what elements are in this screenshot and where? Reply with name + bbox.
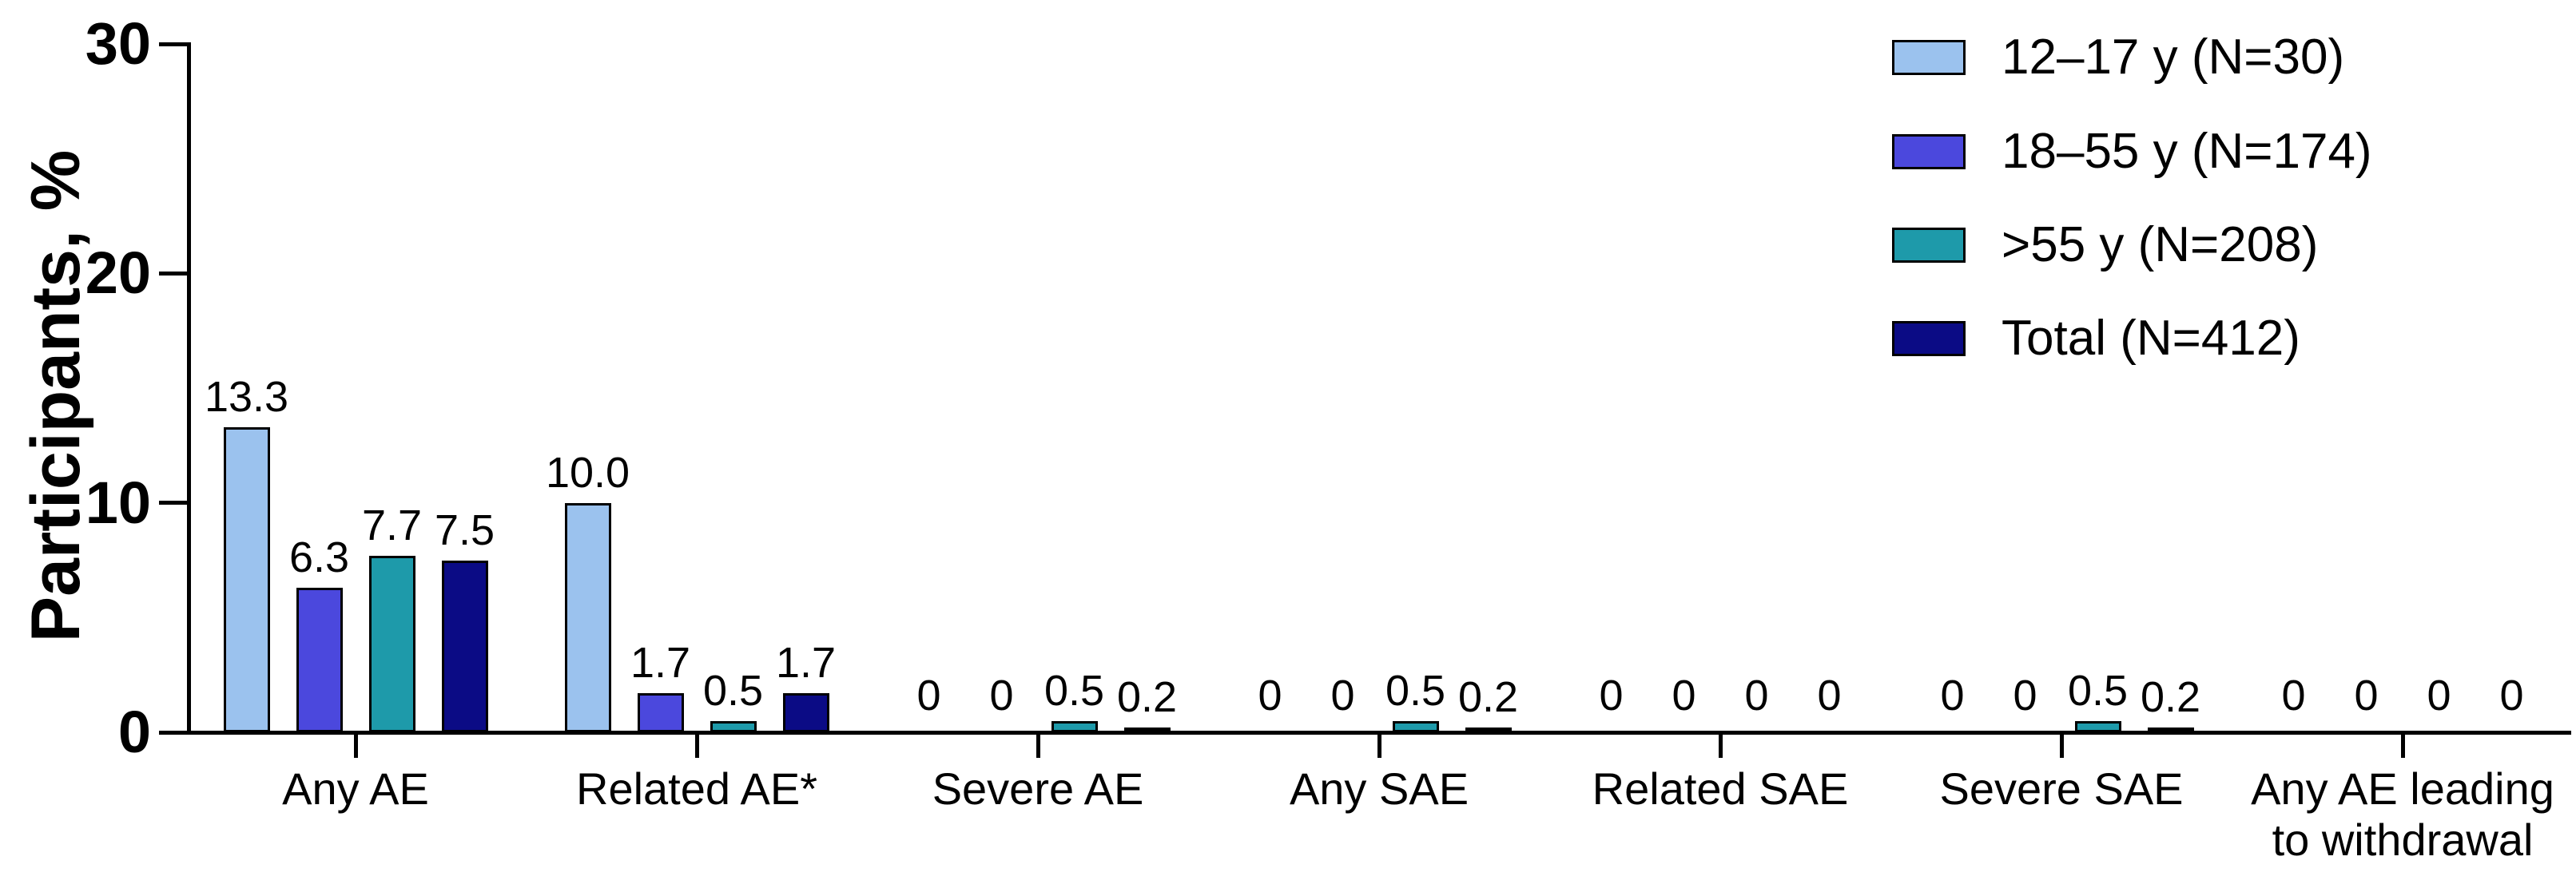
bar [1465, 728, 1512, 732]
y-axis-line [187, 42, 191, 734]
bar [1123, 728, 1171, 732]
bar-value-label: 0 [2499, 672, 2524, 720]
bar-value-label: 0.2 [1116, 673, 1178, 721]
bar [368, 555, 415, 732]
legend-label: 18–55 y (N=174) [2002, 124, 2372, 179]
bar-value-label: 10.0 [545, 448, 630, 497]
bar-value-label: 0 [1599, 672, 1624, 720]
x-tick-mark [1036, 732, 1040, 758]
y-tick-mark [159, 271, 189, 276]
bar-value-label: 0.5 [1044, 666, 1105, 715]
bar-value-label: 6.3 [288, 533, 350, 581]
bar [2147, 728, 2194, 732]
bar-value-label: 7.7 [361, 501, 423, 549]
bar-value-label: 0.5 [1385, 666, 1446, 715]
bar [710, 720, 757, 732]
bar-value-label: 7.5 [434, 505, 495, 554]
x-axis-category-label: Severe AE [932, 763, 1144, 814]
bar-value-label: 0 [916, 672, 941, 720]
x-axis-category-label: Related SAE [1592, 763, 1849, 814]
y-tick-mark [159, 730, 189, 735]
y-tick-mark [159, 501, 189, 505]
x-axis-category-label: Any SAE [1289, 763, 1469, 814]
y-tick-label: 0 [117, 699, 151, 765]
bar-value-label: 0 [2013, 672, 2037, 720]
bar [564, 502, 611, 732]
x-axis-category-label: Related AE* [576, 763, 817, 814]
x-tick-mark [2059, 732, 2064, 758]
bar-value-label: 0.2 [1457, 673, 1519, 721]
bar-value-label: 0 [989, 672, 1014, 720]
bar-value-label: 0 [1330, 672, 1355, 720]
bar [441, 560, 488, 732]
bar-value-label: 0 [1672, 672, 1696, 720]
bar-value-label: 0 [2281, 672, 2306, 720]
legend-label: 12–17 y (N=30) [2002, 30, 2345, 85]
legend-label: >55 y (N=208) [2002, 217, 2319, 272]
x-tick-mark [2400, 732, 2405, 758]
x-axis-category-label: Any AE [282, 763, 429, 814]
y-tick-label: 20 [85, 240, 151, 307]
y-tick-label: 30 [85, 10, 151, 77]
bar-value-label: 0.2 [2140, 673, 2201, 721]
y-tick-mark [159, 42, 189, 46]
x-axis-category-label: Any AE leading to withdrawal [2251, 763, 2554, 865]
bar-value-label: 1.7 [775, 639, 837, 688]
bar-value-label: 0 [2427, 672, 2451, 720]
bar [1051, 720, 1098, 732]
bar [782, 693, 829, 732]
y-tick-label: 10 [85, 469, 151, 536]
bar [1392, 720, 1439, 732]
bar-value-label: 0 [1940, 672, 1965, 720]
y-axis-title: Participants, % [17, 149, 94, 643]
bar-value-label: 0 [1258, 672, 1282, 720]
legend-swatch [1892, 321, 1966, 356]
bar-value-label: 1.7 [630, 639, 691, 688]
bar-value-label: 0.5 [702, 666, 764, 715]
bar-value-label: 0 [1744, 672, 1769, 720]
bar-value-label: 0 [1817, 672, 1842, 720]
x-tick-mark [1718, 732, 1723, 758]
x-tick-mark [1377, 732, 1381, 758]
x-tick-mark [694, 732, 699, 758]
x-tick-mark [353, 732, 358, 758]
bar [223, 426, 270, 732]
bar [2074, 720, 2121, 732]
legend-swatch [1892, 40, 1966, 75]
bar-value-label: 0 [2354, 672, 2379, 720]
bar-value-label: 0.5 [2067, 666, 2129, 715]
legend-label: Total (N=412) [2002, 311, 2300, 366]
legend-swatch [1892, 228, 1966, 263]
x-axis-category-label: Severe SAE [1939, 763, 2184, 814]
bar [637, 693, 684, 732]
bar-value-label: 13.3 [204, 372, 289, 421]
bar [296, 587, 343, 732]
legend-swatch [1892, 134, 1966, 169]
